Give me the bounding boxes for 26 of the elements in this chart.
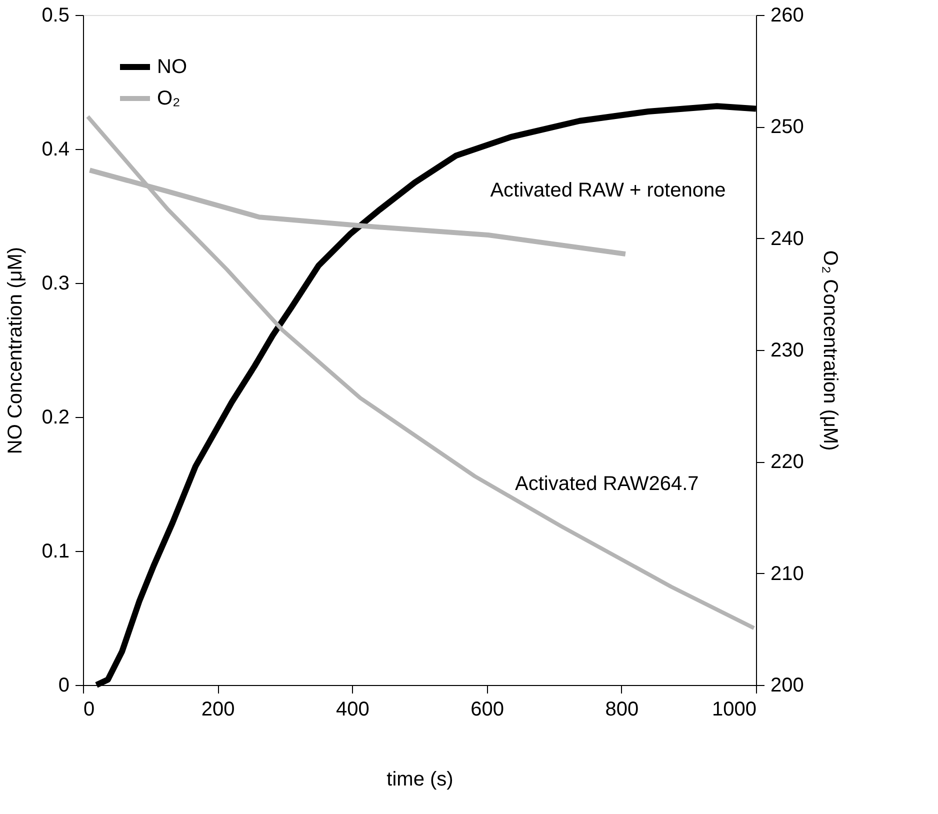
y-axis-title: NO Concentration (μM) bbox=[4, 246, 27, 454]
y-tick-label: 0.2 bbox=[42, 406, 70, 428]
y2-tick-label: 220 bbox=[770, 451, 804, 474]
y-tick-label: 0.5 bbox=[42, 4, 70, 26]
annotation: Activated RAW264.7 bbox=[515, 473, 699, 495]
y2-tick-label: 200 bbox=[770, 674, 804, 696]
y-tick-label: 0.3 bbox=[42, 272, 70, 294]
x-tick-label: 400 bbox=[336, 698, 370, 720]
y2-tick-label: 210 bbox=[770, 562, 804, 585]
y-tick-label: 0 bbox=[58, 674, 70, 696]
x-tick-label: 1000 bbox=[712, 698, 756, 720]
y2-tick-label: 260 bbox=[770, 4, 804, 26]
legend-label: NO bbox=[157, 56, 187, 78]
x-tick-label: 0 bbox=[84, 698, 95, 720]
annotation: Activated RAW + rotenone bbox=[490, 180, 726, 202]
x-tick-label: 600 bbox=[470, 698, 504, 720]
y-tick-label: 0.4 bbox=[42, 138, 70, 160]
y-tick-label: 0.1 bbox=[42, 540, 70, 562]
y2-tick-label: 240 bbox=[770, 228, 804, 250]
y2-tick-label: 250 bbox=[770, 116, 804, 138]
x-axis-title: time (s) bbox=[386, 768, 454, 790]
x-tick-label: 200 bbox=[201, 698, 235, 720]
y2-axis-title: O₂ Concentration (μM) bbox=[818, 250, 841, 451]
y2-tick-label: 230 bbox=[770, 340, 804, 362]
x-tick-label: 800 bbox=[605, 698, 639, 720]
legend-label: O₂ bbox=[157, 88, 180, 110]
